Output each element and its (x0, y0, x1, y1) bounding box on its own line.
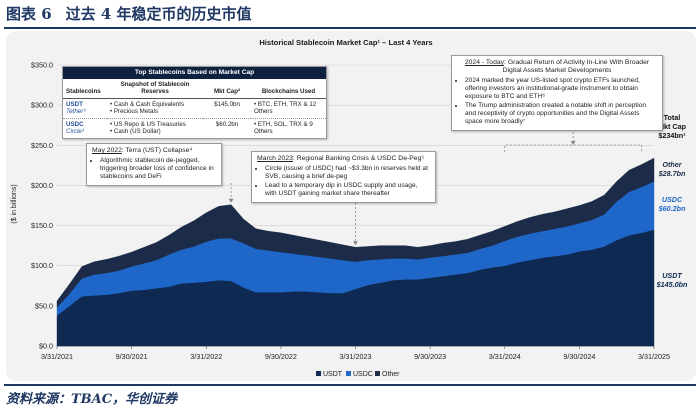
top-rule (4, 27, 696, 29)
x-tick-label: 3/31/2024 (489, 352, 521, 361)
annotation-date: 2024 - Today (464, 59, 505, 66)
y-tick-label: $200.0 (31, 181, 53, 190)
reserve-item: Cash (US Dollar) (113, 128, 161, 135)
y-tick-label: $100.0 (31, 261, 53, 270)
header-stablecoins: Stablecoins (63, 78, 107, 99)
x-axis-ticks: 3/31/2021 9/30/2021 3/31/2022 9/30/2022 3/31… (41, 346, 670, 361)
annotation-2024: 2024 - Today: Gradual Return of Activity… (451, 55, 663, 131)
reserves-cell: • Cash & Cash Equivalents • Precious Meta… (107, 98, 203, 119)
annotation-svb: March 2023: Regional Banking Crisis & US… (251, 151, 436, 203)
connector-arrow (570, 141, 576, 145)
reserves-cell: • US Repo & US Treasuries • Cash (US Doll… (110, 120, 186, 136)
stablecoin-table-grid: Stablecoins Snapshot of Stablecoin Reser… (63, 78, 326, 138)
figure-caption: 过去 4 年稳定币的历史市值 (65, 5, 252, 23)
header-blockchains: Blockchains Used (251, 78, 326, 99)
stablecoin-table-title: Top Stablecoins Based on Market Cap (63, 67, 326, 79)
issuer-tether: Tether³ (66, 108, 86, 115)
area-series (56, 157, 655, 347)
table-row: USDT Tether³ • Cash & Cash Equivalents • P… (63, 98, 326, 119)
legend-swatch-other (375, 371, 380, 376)
chains-cell: • ETH, SOL, TRX & 9 Others (254, 120, 313, 136)
y-tick-label: $350.0 (31, 61, 53, 70)
reserve-item: Cash & Cash Equivalents (113, 100, 185, 108)
source-note: 资料来源：TBAC，华创证券 (6, 392, 178, 407)
x-tick-label: 3/31/2021 (41, 352, 73, 361)
figure-number: 图表 6 (6, 5, 52, 23)
legend-swatch-usdc (346, 371, 351, 376)
annotation-title: Regional Banking Crisis & USDC De-Peg⁵ (296, 155, 425, 162)
legend-label-usdt: USDT (323, 371, 343, 378)
connector-arrow (353, 241, 358, 246)
annotation-date: March 2023 (257, 155, 293, 162)
annotation-connectors (228, 132, 642, 246)
coin-usdc: USDC (66, 120, 84, 128)
reserve-item: US Repo & US Treasuries (113, 120, 186, 128)
annotation-title: Gradual Return of Activity In-Line With … (502, 59, 650, 74)
x-tick-label: 9/30/2024 (563, 352, 595, 361)
coin-cell: USDT Tether³ (63, 98, 107, 119)
end-label-other-value: $28.7bn (658, 169, 686, 178)
header-reserves: Snapshot of Stablecoin Reserves (107, 78, 203, 99)
end-label-usdc-value: $60.2bn (658, 204, 686, 213)
y-axis-label: ($ in billions) (11, 184, 18, 223)
area-other (56, 157, 655, 308)
legend: USDT USDC Other (316, 371, 400, 378)
x-tick-label: 9/30/2021 (116, 352, 148, 361)
coin-cell: USDC Circle³ (63, 118, 107, 138)
mkt-cap-usdc: $60.2bn (215, 120, 239, 128)
end-label-other-name: Other (662, 160, 682, 169)
x-tick-label: 9/30/2023 (414, 352, 446, 361)
end-label-usdt-value: $145.0bn (656, 280, 688, 289)
connector-arrow (228, 198, 234, 203)
connector-bracket (504, 144, 642, 152)
x-tick-label: 3/31/2025 (638, 352, 670, 361)
annotation-terra: May 2022: Terra (UST) Collapse⁴ Algorith… (86, 143, 222, 186)
end-label-usdc-name: USDC (662, 195, 683, 204)
legend-label-usdc: USDC (353, 371, 373, 378)
legend-swatch-usdt (316, 371, 321, 376)
reserve-item: Precious Metals (113, 108, 158, 115)
issuer-circle: Circle³ (66, 128, 84, 135)
x-tick-label: 3/31/2022 (190, 352, 222, 361)
y-axis-ticks: $0.0 $50.0 $100.0 $150.0 $200.0 $250.0 $300.0 $… (31, 61, 53, 351)
annotation-bullet: Algorithmic stablecoin de-pegged, trigge… (100, 157, 216, 181)
y-tick-label: $250.0 (31, 141, 53, 150)
x-tick-label: 3/31/2023 (340, 352, 372, 361)
annotation-title: Terra (UST) Collapse⁴ (125, 147, 193, 154)
chains-cell: • BTC, ETH, TRX & 12 Others (251, 98, 326, 119)
header-mkt-cap: Mkt Cap² (203, 78, 251, 99)
table-row: USDC Circle³ • US Repo & US Treasuries • C… (63, 118, 326, 138)
annotation-date: May 2022 (92, 147, 122, 154)
end-label-total-name: Total (664, 113, 681, 122)
legend-label-other: Other (382, 371, 400, 378)
end-label-usdt-name: USDT (662, 271, 682, 280)
annotation-bullet: Circle (issuer of USDC) had ~$3.3bn in r… (265, 165, 430, 181)
mkt-cap-usdt: $145.0bn (203, 98, 251, 119)
annotation-bullet: 2024 marked the year US-listed spot cryp… (465, 77, 657, 101)
bottom-rule (4, 384, 696, 386)
annotation-bullet: The Trump administration created a notab… (465, 102, 657, 126)
coin-usdt: USDT (66, 100, 83, 108)
chart-title: Historical Stablecoin Market Cap¹ – Last… (259, 38, 432, 47)
y-tick-label: $300.0 (31, 101, 53, 110)
annotation-bullet: Lead to a temporary dip in USDC supply a… (265, 182, 430, 198)
y-tick-label: $150.0 (31, 221, 53, 230)
y-tick-label: $50.0 (35, 301, 53, 310)
end-label-total-name: Mkt Cap (658, 122, 687, 131)
end-label-total-value: $234bn¹ (658, 131, 686, 140)
chains-usdt: BTC, ETH, TRX & 12 Others (254, 100, 317, 116)
stablecoin-table: Top Stablecoins Based on Market Cap Stab… (62, 66, 327, 139)
x-tick-label: 9/30/2022 (265, 352, 297, 361)
chains-usdc: ETH, SOL, TRX & 9 Others (254, 120, 313, 136)
figure-title: 图表 6 过去 4 年稳定币的历史市值 (6, 3, 266, 25)
y-tick-label: $0.0 (39, 342, 53, 351)
